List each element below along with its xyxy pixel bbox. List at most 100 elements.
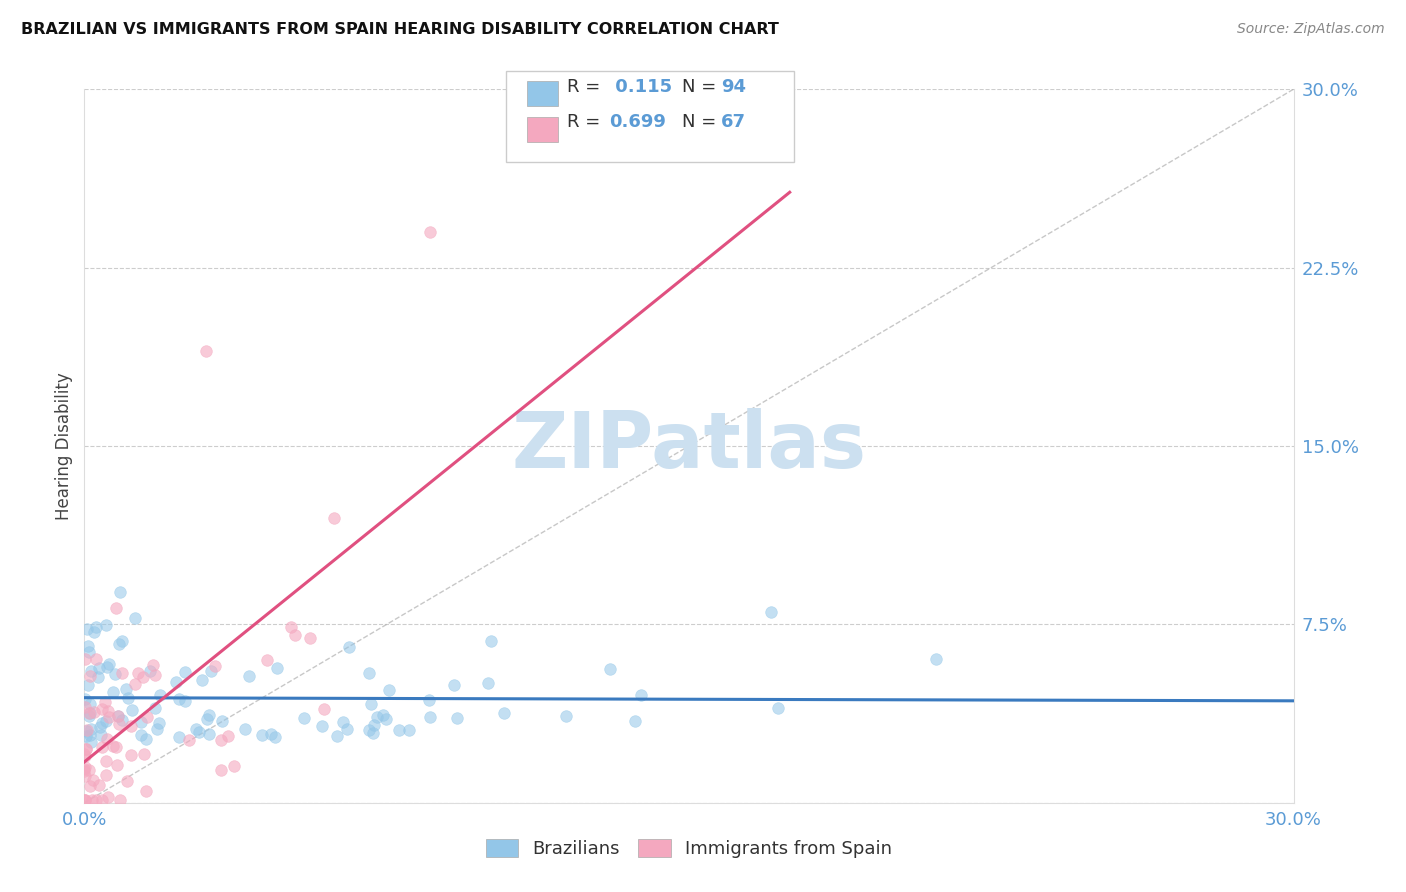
Point (924, 651, 946, 665)
Point (94, 754, 117, 768)
Point (143, 667, 166, 681)
Point (73, 793, 96, 807)
Point (624, 714, 647, 728)
Point (75, 692, 97, 706)
Point (174, 665, 197, 680)
Point (135, 784, 157, 798)
Text: ZIPatlas: ZIPatlas (512, 408, 866, 484)
Point (222, 759, 245, 773)
Point (173, 694, 195, 708)
Point (105, 739, 128, 754)
Point (145, 723, 167, 737)
Point (91, 701, 114, 715)
Point (87, 779, 110, 793)
Point (132, 670, 155, 684)
Point (446, 711, 468, 725)
Point (96, 660, 118, 674)
Point (256, 653, 278, 667)
Point (77, 763, 100, 777)
Point (418, 693, 440, 707)
Point (148, 716, 170, 731)
Point (94, 768, 117, 782)
Point (77, 645, 100, 659)
Point (105, 758, 128, 772)
Point (378, 683, 401, 698)
Point (111, 634, 134, 648)
Point (91, 716, 114, 731)
Point (117, 691, 139, 706)
Point (108, 717, 131, 731)
Point (129, 728, 152, 742)
Point (136, 710, 159, 724)
Point (332, 715, 354, 730)
Point (197, 727, 219, 741)
Point (419, 225, 441, 239)
Point (75, 793, 97, 807)
Point (73, 748, 96, 763)
Point (120, 719, 142, 733)
Point (83, 705, 105, 719)
Point (76, 622, 98, 636)
Text: N =: N = (682, 78, 721, 95)
Point (107, 709, 129, 723)
Point (104, 667, 127, 681)
Text: 67: 67 (721, 113, 747, 131)
Point (479, 633, 502, 648)
Point (197, 712, 219, 726)
Point (111, 666, 134, 681)
Point (77, 639, 100, 653)
Point (91, 740, 114, 755)
Point (75, 741, 97, 756)
Point (266, 661, 288, 675)
Point (79, 706, 101, 720)
Point (101, 739, 124, 753)
Point (211, 763, 233, 777)
Point (73, 764, 96, 778)
Point (105, 601, 128, 615)
Point (77, 706, 100, 720)
Point (398, 723, 420, 737)
Point (76, 723, 98, 738)
Text: R =: R = (567, 113, 606, 131)
Point (94, 714, 117, 729)
Point (337, 640, 360, 654)
Point (79, 779, 101, 793)
Point (75, 723, 97, 738)
Point (194, 343, 217, 358)
Point (121, 703, 143, 717)
Point (599, 662, 621, 676)
Point (375, 712, 398, 726)
Point (323, 511, 346, 525)
Point (235, 722, 257, 736)
Point (94, 695, 117, 709)
Point (280, 620, 302, 634)
Point (260, 726, 283, 740)
Text: 94: 94 (721, 78, 747, 95)
Point (127, 665, 149, 680)
Point (299, 631, 322, 645)
Y-axis label: Hearing Disability: Hearing Disability (55, 372, 73, 520)
Point (292, 711, 315, 725)
Point (84, 793, 107, 807)
Point (284, 628, 307, 642)
Point (165, 674, 187, 689)
Point (167, 691, 190, 706)
Point (82, 773, 104, 788)
Point (312, 702, 335, 716)
Point (79, 734, 101, 748)
Point (94, 618, 117, 632)
Text: N =: N = (682, 113, 721, 131)
Point (73, 759, 96, 773)
Point (111, 713, 134, 727)
Point (80, 664, 103, 678)
Point (198, 708, 221, 723)
Point (80, 722, 103, 736)
Point (120, 747, 142, 762)
Point (188, 725, 211, 739)
Point (73, 762, 96, 776)
Point (209, 732, 232, 747)
Point (73, 747, 96, 761)
Point (179, 733, 201, 747)
Point (129, 715, 152, 730)
Point (418, 710, 440, 724)
